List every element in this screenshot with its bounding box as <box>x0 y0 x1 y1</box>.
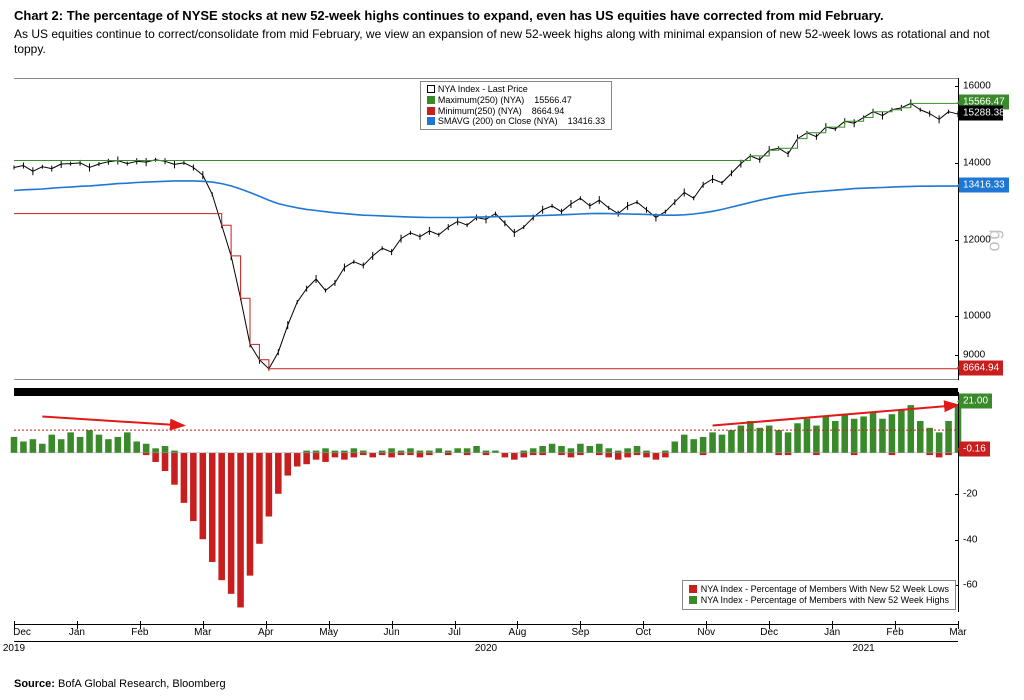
xaxis-month: Dec <box>760 627 778 638</box>
xaxis-month: Jul <box>448 627 461 638</box>
xaxis-month: Jan <box>824 627 840 638</box>
xaxis-month: Dec <box>13 627 31 638</box>
xaxis-year: 2019 <box>3 643 25 654</box>
legend-lower: NYA Index - Percentage of Members With N… <box>682 580 956 611</box>
breadth-flag: 21.00 <box>959 394 992 409</box>
price-flag: 8664.94 <box>959 360 1003 375</box>
xaxis-year: 2021 <box>852 643 874 654</box>
legend-upper: NYA Index - Last PriceMaximum(250) (NYA)… <box>420 81 612 130</box>
source-label: Source: <box>14 678 55 690</box>
xaxis-month: Sep <box>571 627 589 638</box>
xaxis-month: Feb <box>886 627 903 638</box>
xaxis-month: Apr <box>258 627 274 638</box>
xaxis-month: Feb <box>131 627 148 638</box>
price-flag: 15288.38 <box>959 106 1003 121</box>
xaxis-month: May <box>319 627 338 638</box>
chart-title: Chart 2: The percentage of NYSE stocks a… <box>14 8 1010 25</box>
source-text: BofA Global Research, Bloomberg <box>58 678 226 690</box>
breadth-flag: -0.16 <box>959 442 990 457</box>
chart-subtitle: As US equities continue to correct/conso… <box>14 27 1010 58</box>
xaxis-month: Jan <box>69 627 85 638</box>
xaxis-month: Aug <box>509 627 527 638</box>
xaxis: Dec Jan Feb Mar Apr May Jun Jul Aug Sep Oct Nov Dec J… <box>14 624 958 660</box>
lower-breadth-panel: NYA Index - Percentage of Members With N… <box>14 392 958 612</box>
source-line: Source: BofA Global Research, Bloomberg <box>14 678 226 690</box>
yaxis-main: 90001000012000140001600015566.4715288.38… <box>958 78 1012 380</box>
xaxis-month: Oct <box>636 627 652 638</box>
main-price-panel: NYA Index - Last PriceMaximum(250) (NYA)… <box>14 78 958 380</box>
xaxis-month: Mar <box>949 627 966 638</box>
xaxis-month: Jun <box>384 627 400 638</box>
xaxis-month: Mar <box>194 627 211 638</box>
xaxis-month: Nov <box>697 627 715 638</box>
price-flag: 13416.33 <box>959 178 1009 193</box>
chart-area: NYA Index - Last PriceMaximum(250) (NYA)… <box>14 68 1012 666</box>
xaxis-year: 2020 <box>475 643 497 654</box>
yaxis-lower: -60-40-2021.00-0.16 <box>958 392 1012 612</box>
